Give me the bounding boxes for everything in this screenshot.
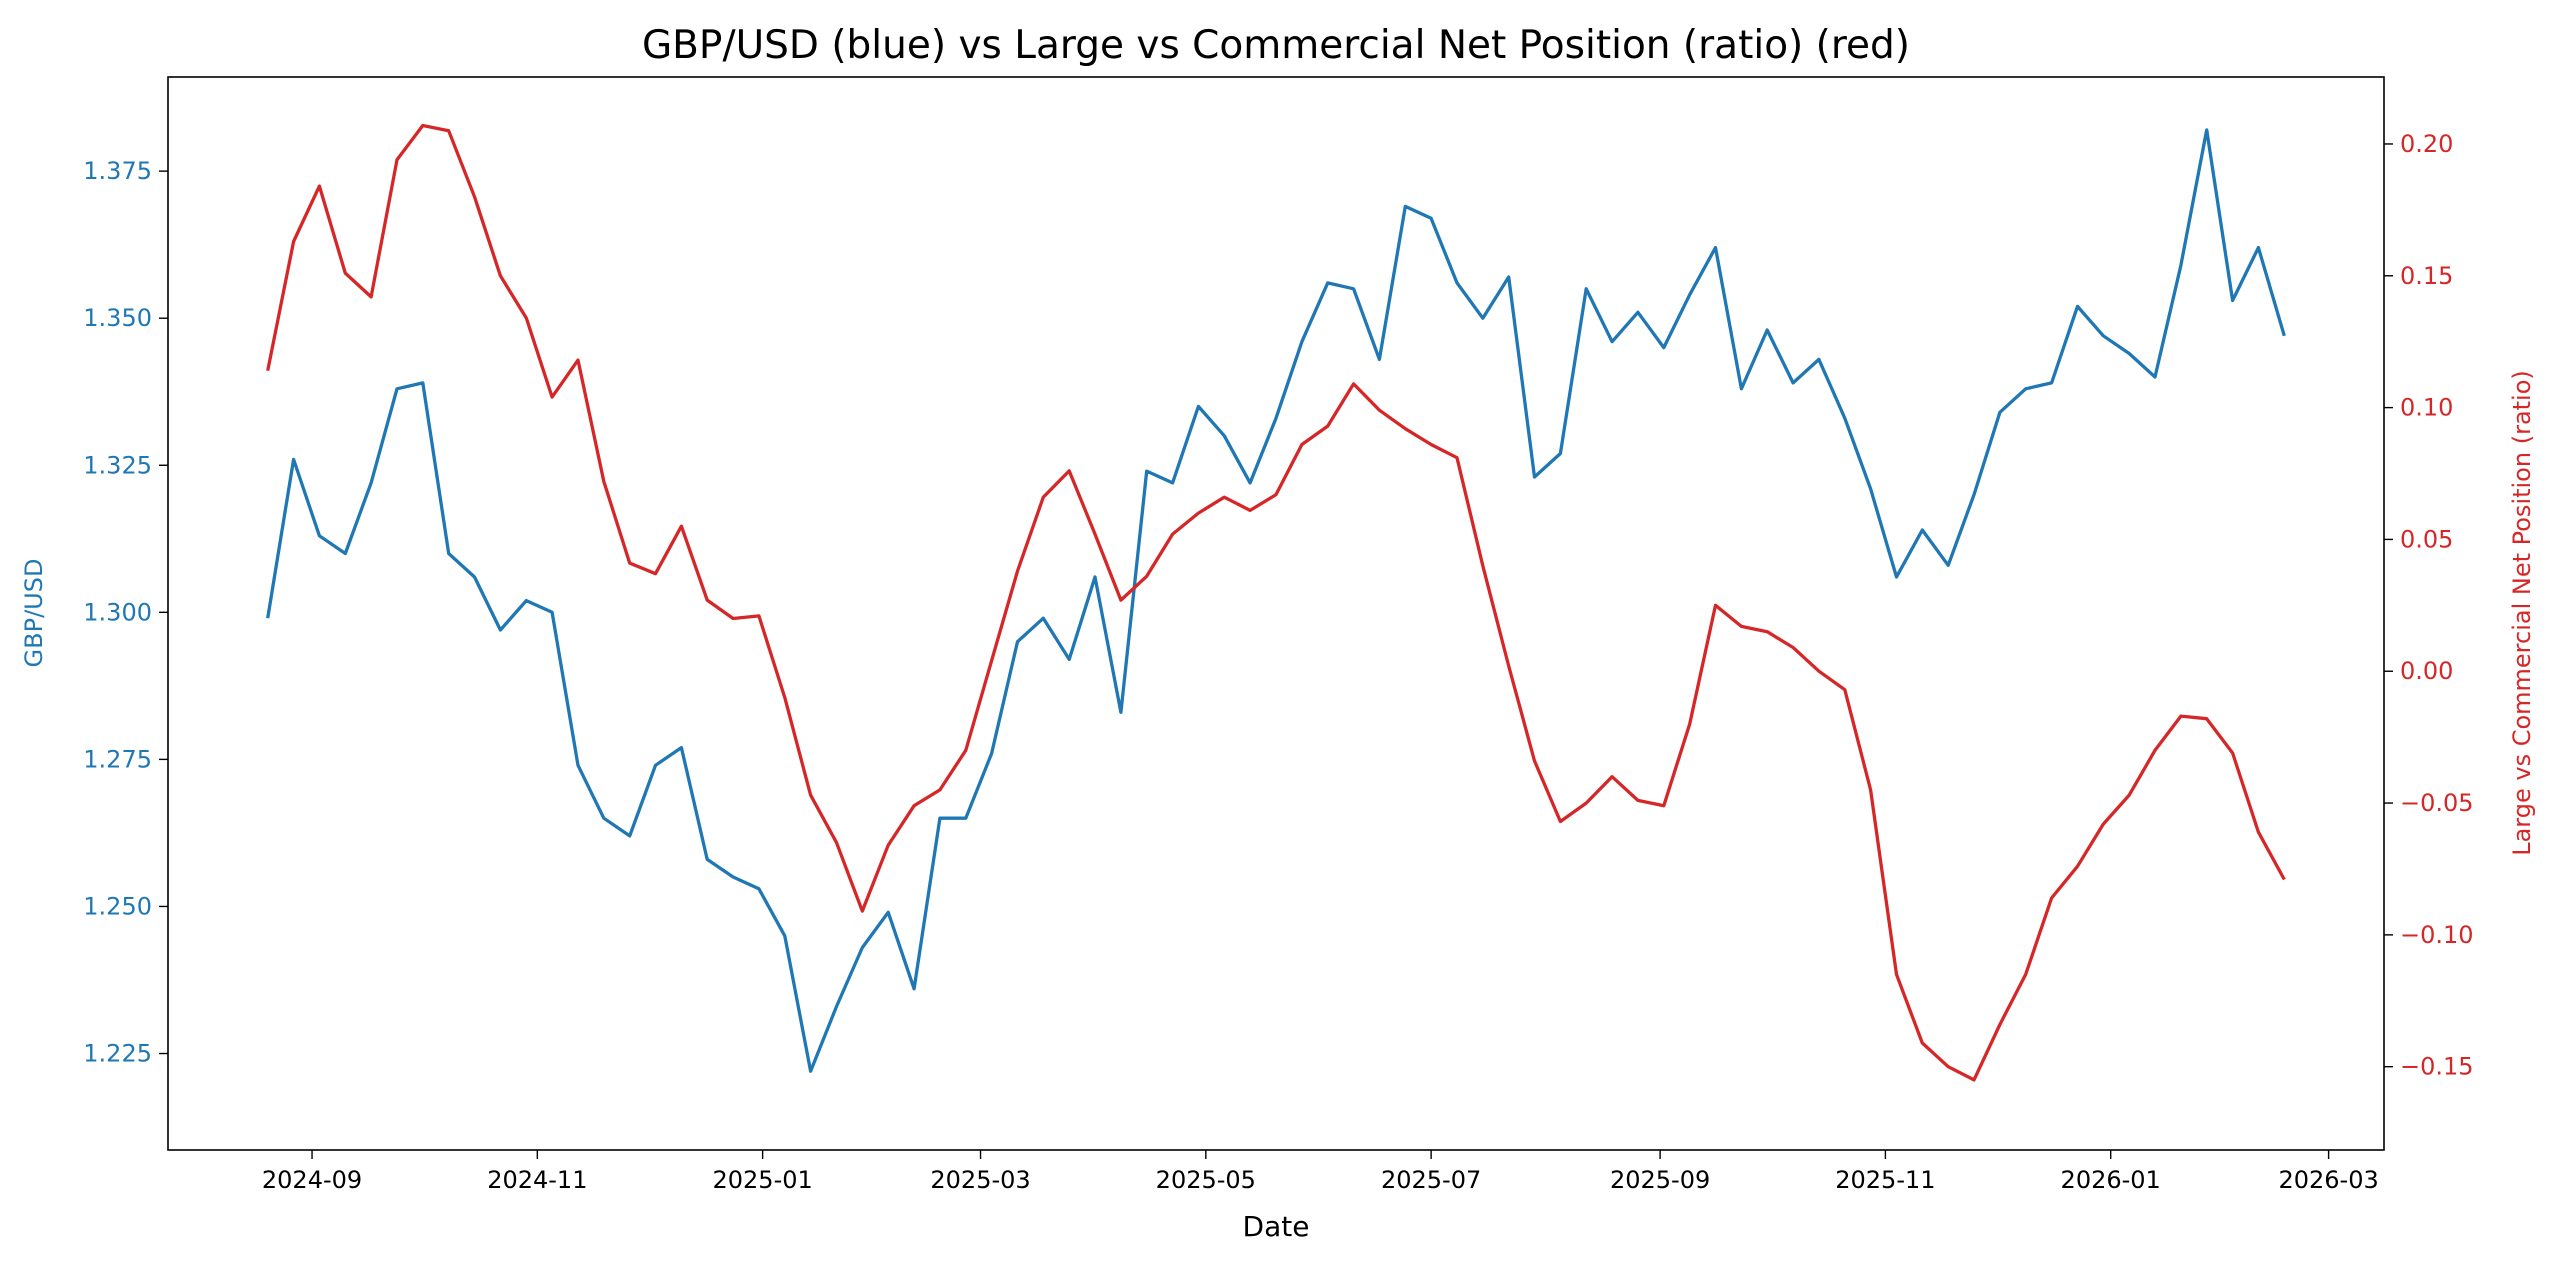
chart-title: GBP/USD (blue) vs Large vs Commercial Ne… bbox=[642, 23, 1910, 68]
y-tick-label-right: 0.20 bbox=[2400, 130, 2453, 158]
y-axis-label-right: Large vs Commercial Net Position (ratio) bbox=[2508, 370, 2536, 856]
x-tick-label: 2024-09 bbox=[262, 1166, 362, 1194]
y-tick-label-right: 0.05 bbox=[2400, 525, 2453, 553]
y-tick-label-right: −0.10 bbox=[2400, 921, 2474, 949]
y-tick-label-left: 1.350 bbox=[83, 304, 152, 332]
y-tick-label-left: 1.300 bbox=[83, 598, 152, 626]
y-tick-label-right: 0.15 bbox=[2400, 262, 2453, 290]
x-tick-label: 2025-03 bbox=[930, 1166, 1030, 1194]
x-tick-label: 2025-11 bbox=[1835, 1166, 1935, 1194]
y-tick-label-left: 1.250 bbox=[83, 892, 152, 920]
x-tick-label: 2025-07 bbox=[1381, 1166, 1481, 1194]
y-tick-label-right: 0.10 bbox=[2400, 394, 2453, 422]
x-tick-label: 2026-03 bbox=[2278, 1166, 2378, 1194]
x-axis-label: Date bbox=[1243, 1210, 1310, 1243]
x-tick-label: 2025-09 bbox=[1610, 1166, 1710, 1194]
y-tick-label-right: −0.05 bbox=[2400, 789, 2474, 817]
y-tick-label-right: 0.00 bbox=[2400, 657, 2453, 685]
y-tick-label-left: 1.275 bbox=[83, 745, 152, 773]
net-position-ratio-line bbox=[266, 123, 2286, 1082]
y-tick-label-left: 1.325 bbox=[83, 451, 152, 479]
y-tick-label-right: −0.15 bbox=[2400, 1053, 2474, 1081]
plot-frame bbox=[167, 76, 2385, 1151]
x-tick-label: 2026-01 bbox=[2061, 1166, 2161, 1194]
x-tick-label: 2025-05 bbox=[1156, 1166, 1256, 1194]
gbpusd-line bbox=[266, 128, 2286, 1073]
y-tick-label-left: 1.225 bbox=[83, 1040, 152, 1068]
y-tick-label-left: 1.375 bbox=[83, 157, 152, 185]
x-tick-label: 2025-01 bbox=[712, 1166, 812, 1194]
y-axis-label-left: GBP/USD bbox=[20, 559, 48, 668]
x-tick-label: 2024-11 bbox=[487, 1166, 587, 1194]
